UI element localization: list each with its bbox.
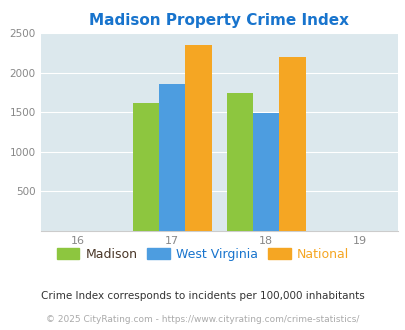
Bar: [279, 57, 305, 231]
Text: Crime Index corresponds to incidents per 100,000 inhabitants: Crime Index corresponds to incidents per…: [41, 291, 364, 301]
Legend: Madison, West Virginia, National: Madison, West Virginia, National: [51, 243, 354, 266]
Text: © 2025 CityRating.com - https://www.cityrating.com/crime-statistics/: © 2025 CityRating.com - https://www.city…: [46, 315, 359, 324]
Bar: [132, 103, 159, 231]
Bar: [185, 45, 211, 231]
Bar: [159, 84, 185, 231]
Bar: [226, 93, 252, 231]
Bar: [252, 113, 279, 231]
Title: Madison Property Crime Index: Madison Property Crime Index: [89, 13, 348, 28]
